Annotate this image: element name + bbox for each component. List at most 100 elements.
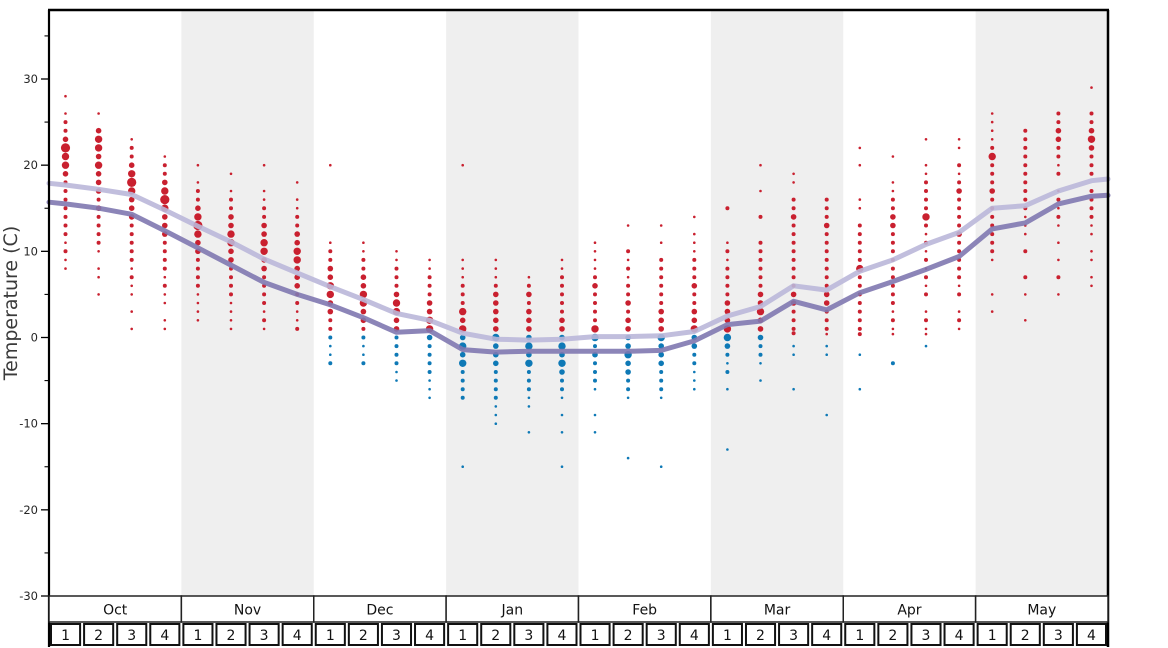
temp-dot: [757, 334, 764, 341]
temp-dot: [95, 153, 102, 160]
temp-dot: [295, 326, 300, 331]
temp-dot: [957, 138, 961, 141]
temp-dot: [527, 405, 531, 408]
temp-dot: [792, 181, 795, 184]
temp-dot: [989, 188, 995, 194]
temp-dot: [626, 249, 631, 254]
temp-dot: [493, 343, 499, 349]
temp-dot: [1056, 197, 1061, 202]
temp-dot: [659, 396, 663, 400]
temp-dot: [725, 275, 730, 280]
temp-dot: [1023, 154, 1028, 159]
temp-dot: [362, 344, 365, 348]
temp-dot: [228, 214, 234, 220]
temp-dot: [593, 292, 597, 297]
month-label: Mar: [764, 603, 791, 619]
temp-dot: [990, 129, 994, 132]
temp-dot: [526, 387, 531, 392]
temp-dot: [691, 308, 698, 315]
temp-dot: [493, 308, 499, 315]
temp-dot: [525, 342, 533, 350]
temp-dot: [560, 275, 564, 280]
temp-dot: [328, 257, 333, 262]
temp-dot: [593, 370, 597, 374]
temp-dot: [593, 431, 597, 434]
temp-dot: [196, 163, 200, 167]
temp-dot: [791, 266, 796, 271]
week-cell: [50, 623, 82, 646]
temp-dot: [858, 198, 862, 201]
temp-dot: [527, 396, 531, 400]
temp-dot: [1089, 120, 1094, 125]
temp-dot: [725, 266, 730, 271]
temp-dot: [493, 378, 498, 383]
temp-dot: [857, 301, 862, 305]
month-cell-feb: [577, 595, 712, 623]
temp-dot: [924, 292, 928, 297]
temp-dot: [295, 198, 299, 201]
temp-dot: [924, 138, 928, 141]
temp-dot: [1023, 189, 1028, 193]
temp-dot: [163, 319, 167, 322]
temp-dot: [428, 396, 431, 400]
temp-dot: [262, 163, 266, 167]
temp-dot: [294, 231, 301, 237]
week-cell: [943, 623, 975, 646]
temp-dot: [96, 240, 101, 245]
week-label: 4: [1087, 628, 1096, 644]
temp-dot: [858, 163, 862, 167]
temp-dot: [626, 258, 630, 262]
temp-dot: [261, 222, 267, 229]
temp-dot: [327, 274, 334, 281]
temp-dot: [130, 284, 133, 288]
temp-dot: [460, 301, 465, 305]
temp-dot: [758, 214, 763, 219]
temp-dot: [460, 395, 465, 400]
temp-dot: [692, 361, 697, 366]
week-cell: [546, 623, 578, 646]
temp-dot: [692, 352, 697, 357]
week-label: 2: [756, 628, 765, 644]
temp-dot: [328, 318, 333, 323]
temp-dot: [990, 249, 995, 254]
temp-dot: [63, 232, 68, 237]
temp-dot: [1056, 145, 1061, 150]
temp-dot: [97, 250, 100, 253]
temp-dot: [658, 360, 664, 367]
temp-dot: [891, 181, 895, 184]
temp-dot: [858, 387, 862, 391]
week-cell: [744, 623, 777, 646]
temp-dot: [824, 326, 829, 331]
temp-dot: [295, 214, 300, 219]
month-band-may: [975, 10, 1108, 596]
month-label: Nov: [234, 603, 261, 619]
week-label: 2: [888, 628, 897, 644]
week-label: 3: [657, 628, 666, 644]
temp-dot: [228, 248, 234, 255]
temp-dot: [427, 275, 432, 280]
temp-dot: [1090, 275, 1093, 279]
week-label: 4: [690, 628, 699, 644]
temp-dot: [990, 171, 995, 176]
temp-dot: [692, 292, 697, 297]
week-label: 2: [227, 628, 236, 644]
temp-dot: [857, 223, 862, 228]
temp-dot: [990, 214, 995, 219]
temp-dot: [361, 326, 366, 331]
temp-dot: [626, 292, 631, 297]
temp-dot: [791, 206, 796, 211]
temp-dot: [957, 223, 962, 228]
temp-dot: [493, 360, 499, 367]
temp-dot: [1090, 232, 1093, 236]
temp-dot: [691, 283, 698, 289]
temp-dot: [1089, 154, 1094, 159]
temp-dot: [693, 370, 696, 374]
temp-dot: [726, 362, 729, 365]
temp-dot: [560, 301, 564, 305]
temp-dot: [857, 309, 862, 314]
temp-dot: [460, 387, 465, 392]
temp-dot: [459, 307, 467, 316]
week-label: 4: [293, 628, 302, 644]
temp-dot: [63, 197, 68, 202]
temp-dot: [592, 283, 598, 289]
